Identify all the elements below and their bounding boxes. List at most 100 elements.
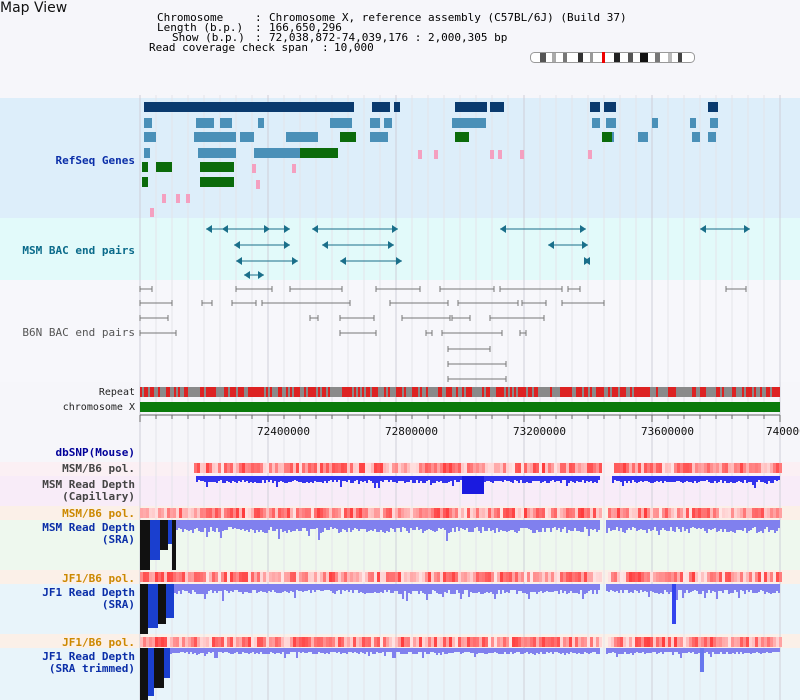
depth-bar: [636, 648, 638, 652]
jf1-depth-sra-label[interactable]: JF1 Read Depth: [42, 586, 135, 599]
pol-cell: [773, 572, 776, 582]
depth-bar: [472, 648, 474, 653]
depth-bar: [614, 584, 616, 592]
depth-bar: [530, 584, 532, 592]
depth-bar: [720, 476, 722, 480]
repeat-element: [366, 387, 368, 397]
depth-bar: [618, 584, 620, 593]
depth-bar: [404, 476, 406, 483]
depth-bar: [420, 476, 422, 481]
depth-bar: [614, 520, 616, 530]
jf1-pol-label-2[interactable]: JF1/B6 pol.: [62, 636, 135, 649]
pol-cell: [194, 463, 197, 473]
repeat-element: [620, 387, 622, 397]
depth-bar: [542, 476, 544, 482]
depth-bar: [674, 520, 676, 532]
gene-block: [708, 102, 718, 112]
depth-bar: [434, 584, 436, 591]
pol-cell: [563, 572, 566, 582]
pol-cell: [152, 508, 155, 518]
dbsnp-track-label[interactable]: dbSNP(Mouse): [55, 446, 135, 459]
pol-cell: [707, 572, 710, 582]
jf1-depth-trim-label[interactable]: JF1 Read Depth: [42, 650, 135, 663]
pol-cell: [311, 463, 314, 473]
pol-cell: [251, 572, 254, 582]
gene-block: [418, 150, 422, 159]
pol-cell: [665, 508, 668, 518]
gene-block: [196, 118, 214, 128]
pol-cell: [227, 508, 230, 518]
depth-bar: [498, 476, 500, 481]
depth-bar: [616, 584, 618, 591]
pol-cell: [140, 508, 143, 518]
msm-pol-label-2[interactable]: MSM/B6 pol.: [62, 507, 135, 520]
jf1-pol-label-1[interactable]: JF1/B6 pol.: [62, 572, 135, 585]
pol-cell: [767, 637, 770, 647]
depth-bar: [198, 520, 200, 531]
pol-cell: [668, 572, 671, 582]
pol-cell: [452, 508, 455, 518]
depth-bar: [348, 476, 350, 480]
depth-bar: [632, 476, 634, 480]
pol-cell: [176, 637, 179, 647]
depth-bar: [588, 476, 590, 482]
pol-cell: [506, 508, 509, 518]
pol-cell: [362, 572, 365, 582]
depth-bar: [490, 584, 492, 592]
pol-cell: [659, 637, 662, 647]
pol-cell: [275, 637, 278, 647]
span-value: 10,000: [334, 41, 374, 54]
pol-cell: [287, 463, 290, 473]
depth-bar: [620, 584, 622, 590]
pol-cell: [332, 463, 335, 473]
pol-cell: [332, 508, 335, 518]
depth-bar: [428, 520, 430, 529]
gene-block: [300, 148, 338, 158]
depth-bar: [250, 584, 252, 593]
depth-bar: [682, 584, 684, 598]
depth-bar: [664, 584, 666, 590]
gene-block: [144, 148, 150, 158]
depth-bar: [748, 476, 750, 482]
depth-bar: [514, 476, 516, 480]
pol-cell: [164, 508, 167, 518]
depth-bar: [538, 584, 540, 592]
depth-bar: [612, 648, 614, 652]
msm-pol-label-1[interactable]: MSM/B6 pol.: [62, 462, 135, 475]
depth-bar: [252, 648, 254, 652]
pol-cell: [542, 572, 545, 582]
pol-cell: [428, 508, 431, 518]
depth-bar: [412, 520, 414, 530]
depth-bar: [760, 648, 762, 654]
pol-cell: [215, 572, 218, 582]
pol-cell: [371, 463, 374, 473]
depth-bar: [450, 476, 452, 481]
depth-bar: [612, 476, 614, 483]
pol-cell: [578, 637, 581, 647]
depth-bar: [382, 476, 384, 482]
depth-bar: [212, 648, 214, 652]
repeat-element: [646, 387, 648, 397]
depth-bar: [210, 476, 212, 482]
depth-bar: [448, 520, 450, 533]
pol-cell: [713, 463, 716, 473]
pol-cell: [236, 508, 239, 518]
depth-bar: [270, 648, 272, 652]
depth-bar: [550, 520, 552, 532]
depth-bar: [194, 584, 196, 592]
pol-cell: [548, 508, 551, 518]
b6n-bac-track-label[interactable]: B6N BAC end pairs: [22, 326, 135, 339]
msm-depth-cap-label[interactable]: MSM Read Depth: [42, 478, 135, 491]
msm-depth-sra-label[interactable]: MSM Read Depth: [42, 521, 135, 534]
depth-bar: [526, 520, 528, 528]
depth-bar: [378, 648, 380, 653]
b6n-bac-band: [0, 280, 800, 382]
refseq-track-label[interactable]: RefSeq Genes: [55, 154, 135, 167]
pol-cell: [566, 572, 569, 582]
depth-bar: [682, 476, 684, 483]
depth-bar: [776, 520, 778, 531]
ideogram-icon[interactable]: [530, 52, 695, 64]
pol-cell: [209, 572, 212, 582]
msm-bac-track-label[interactable]: MSM BAC end pairs: [22, 244, 135, 257]
